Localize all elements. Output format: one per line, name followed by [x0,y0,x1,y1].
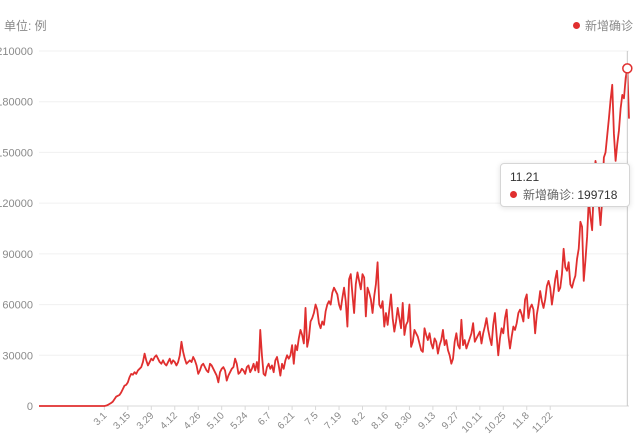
tooltip-row: 新增确诊 : 199718 [510,186,617,203]
x-tick-label: 8.16 [370,410,392,432]
x-tick-label: 9.27 [440,410,462,432]
x-tick-label: 7.19 [323,410,345,432]
y-tick-label: 60000 [2,300,33,312]
y-tick-label: 150000 [0,147,33,159]
y-tick-label: 30000 [2,350,33,362]
y-axis: 0 30000 60000 90000 120000 150000 180000 210000 [0,46,33,413]
tooltip-value: 199718 [577,187,618,202]
x-tick-label: 5.10 [205,410,227,432]
x-tick-label: 3.15 [111,410,133,432]
x-tick-label: 8.30 [393,410,415,432]
plot-area [39,67,630,407]
x-tick-label: 6.7 [256,410,274,428]
x-tick-label: 3.29 [135,410,157,432]
x-tick-label: 9.13 [416,410,438,432]
y-tick-label: 180000 [0,97,33,109]
series-line-new-confirmed [39,67,630,407]
legend-marker-icon [572,22,580,29]
tooltip: 11.21 新增确诊 : 199718 [500,163,630,207]
y-tick-label: 0 [27,401,33,413]
legend-label: 新增确诊 [584,19,633,33]
highlight-marks [622,51,633,406]
tooltip-date: 11.21 [510,170,540,184]
y-tick-label: 210000 [0,46,33,58]
y-axis-unit-label: 单位: 例 [4,19,47,33]
y-tick-label: 90000 [2,249,33,261]
highlighted-point [622,63,633,74]
x-tick-label: 8.2 [350,410,368,428]
x-tick-label: 3.1 [92,410,110,428]
x-tick-label: 10.11 [460,410,485,435]
x-tick-label: 6.21 [276,410,298,432]
tooltip-series-name: 新增确诊 [523,188,572,202]
x-tick-label: 4.26 [182,410,204,432]
x-tick-label: 11.8 [511,410,532,431]
tooltip-colon: : [571,187,575,202]
x-tick-label: 10.25 [483,410,509,436]
legend[interactable]: 新增确诊 [572,17,633,34]
x-tick-label: 4.12 [158,410,180,432]
tooltip-marker-icon [510,191,517,198]
x-tick-label: 7.5 [303,410,321,428]
grid-lines [39,50,629,356]
x-tick-label: 5.24 [229,410,251,432]
x-tick-label: 11.22 [530,410,555,435]
x-axis: 3.1 3.15 3.29 4.12 4.26 5.10 5.24 6.7 6.21 7.5 7.1… [39,405,629,436]
y-tick-label: 120000 [0,198,33,210]
